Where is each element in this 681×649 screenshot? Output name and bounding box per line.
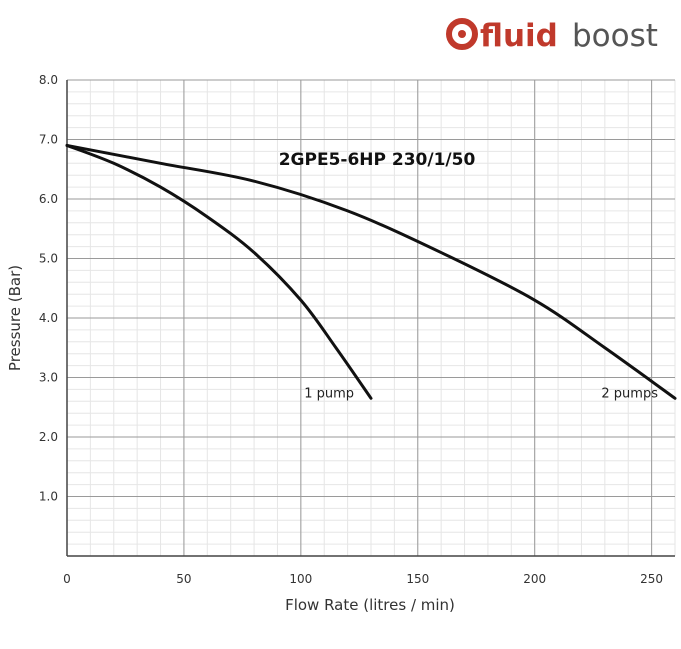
y-tick-label: 5.0 bbox=[39, 252, 58, 266]
y-tick-label: 6.0 bbox=[39, 192, 58, 206]
series-line-2-pumps bbox=[65, 143, 677, 400]
brand-name-bold: fluid bbox=[480, 18, 558, 54]
y-axis-label: Pressure (Bar) bbox=[6, 265, 24, 371]
y-tick-label: 3.0 bbox=[39, 371, 58, 385]
logo-mark-icon bbox=[446, 18, 478, 50]
series-label-2-pumps: 2 pumps bbox=[601, 386, 658, 401]
brand-name-light: boost bbox=[572, 18, 658, 54]
x-tick-label: 0 bbox=[63, 572, 71, 586]
y-tick-label: 7.0 bbox=[39, 133, 58, 147]
x-tick-label: 50 bbox=[176, 572, 191, 586]
x-tick-label: 200 bbox=[523, 572, 546, 586]
x-tick-label: 100 bbox=[289, 572, 312, 586]
plot-area: 0 50 100 150 200 250 1.0 2.0 3.0 4.0 5.0 6.0 7.0 8.0 1… bbox=[39, 73, 677, 586]
x-tick-label: 150 bbox=[406, 572, 429, 586]
x-axis-label: Flow Rate (litres / min) bbox=[285, 596, 455, 614]
y-tick-label: 4.0 bbox=[39, 311, 58, 325]
chart-title: 2GPE5-6HP 230/1/50 bbox=[279, 150, 476, 170]
y-tick-label: 8.0 bbox=[39, 73, 58, 87]
fluidboost-logo: fluid boost bbox=[446, 18, 658, 54]
y-tick-label: 1.0 bbox=[39, 490, 58, 504]
y-tick-label: 2.0 bbox=[39, 430, 58, 444]
series-line-1-pump bbox=[65, 143, 373, 400]
series-label-1-pump: 1 pump bbox=[304, 386, 354, 401]
x-tick-label: 250 bbox=[640, 572, 663, 586]
